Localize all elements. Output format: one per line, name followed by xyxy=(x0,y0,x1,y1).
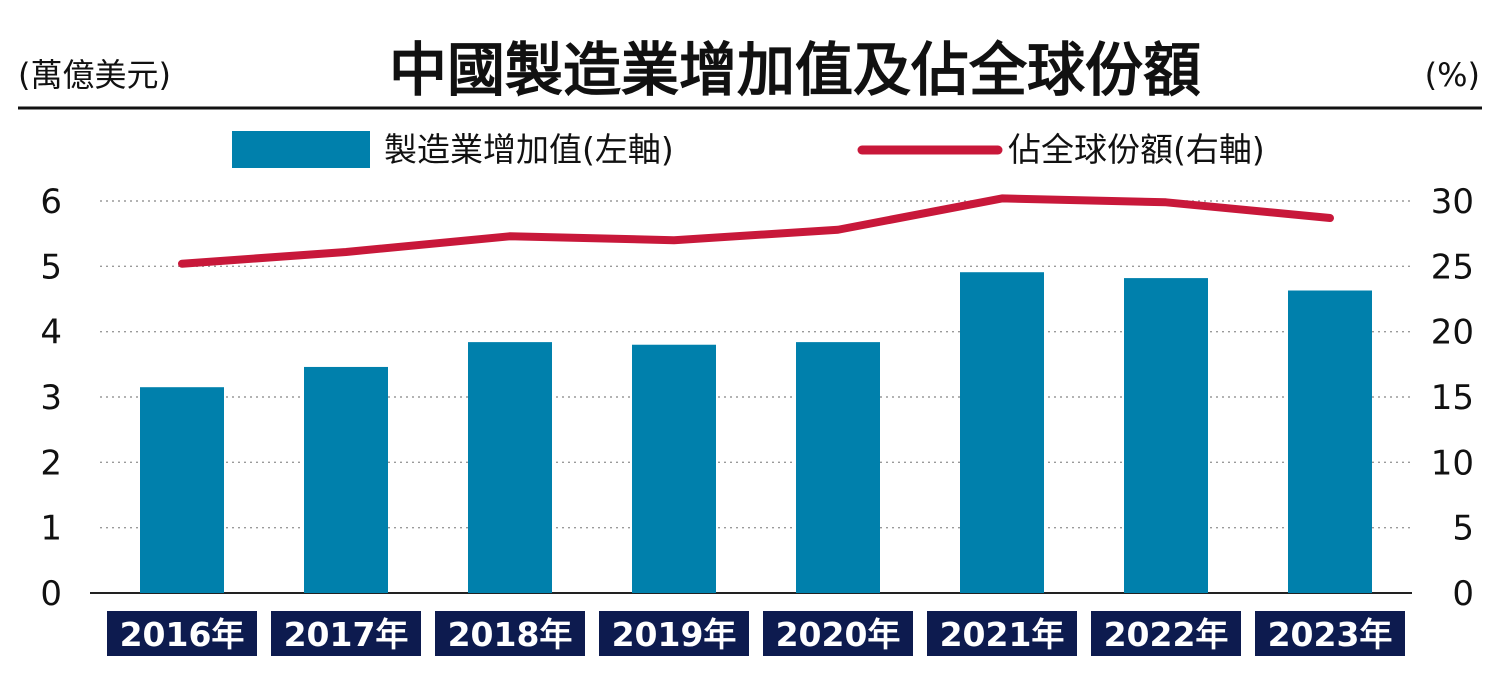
left-tick-label: 3 xyxy=(40,378,62,418)
category-label-bg xyxy=(107,611,257,656)
category-label-bg xyxy=(1255,611,1405,656)
right-tick-label: 10 xyxy=(1431,443,1474,483)
right-tick-label: 30 xyxy=(1431,182,1474,222)
category-label: 2017年 xyxy=(284,615,409,654)
bar xyxy=(1124,278,1208,593)
left-axis-ticks: 0 1 2 3 4 5 6 xyxy=(40,182,62,614)
category-label: 2023年 xyxy=(1268,615,1393,654)
share-line xyxy=(178,194,1334,268)
bar xyxy=(140,387,224,593)
line-point xyxy=(1001,197,1003,199)
category-label: 2021年 xyxy=(940,615,1065,654)
line-point xyxy=(837,229,839,231)
category-label-bg xyxy=(763,611,913,656)
left-axis-unit: (萬億美元) xyxy=(18,56,171,94)
left-tick-label: 6 xyxy=(40,182,62,222)
right-tick-label: 25 xyxy=(1431,247,1474,287)
legend-line-label: 佔全球份額(右軸) xyxy=(1008,130,1265,169)
right-tick-label: 20 xyxy=(1431,313,1474,353)
line-point xyxy=(181,263,183,265)
left-tick-label: 2 xyxy=(40,443,62,483)
legend: 製造業增加值(左軸) 佔全球份額(右軸) xyxy=(232,130,1265,169)
category-label: 2020年 xyxy=(776,615,901,654)
x-category-labels: 2016年 2017年 2018年 2019年 2020年 2021年 2022年 2023年 xyxy=(107,611,1405,656)
line-point xyxy=(509,235,511,237)
line-point xyxy=(1329,217,1331,219)
bar-series xyxy=(140,272,1372,593)
bar xyxy=(1288,290,1372,593)
bar xyxy=(632,344,716,593)
line-point xyxy=(1165,201,1167,203)
left-tick-label: 0 xyxy=(40,574,62,614)
bar xyxy=(304,366,388,593)
category-label: 2018年 xyxy=(448,615,573,654)
legend-bar-label: 製造業增加值(左軸) xyxy=(384,130,674,169)
right-axis-unit: (%) xyxy=(1425,56,1480,94)
category-label-bg xyxy=(271,611,421,656)
category-label-bg xyxy=(599,611,749,656)
left-tick-label: 4 xyxy=(40,313,62,353)
category-label: 2022年 xyxy=(1104,615,1229,654)
left-tick-label: 1 xyxy=(40,509,62,549)
legend-bar-swatch xyxy=(232,131,370,168)
left-tick-label: 5 xyxy=(40,247,62,287)
category-label-bg xyxy=(435,611,585,656)
right-tick-label: 5 xyxy=(1452,509,1474,549)
line-point xyxy=(673,239,675,241)
chart-title: 中國製造業增加值及佔全球份額 xyxy=(389,36,1201,104)
bar xyxy=(468,342,552,593)
right-tick-label: 0 xyxy=(1452,574,1474,614)
category-label-bg xyxy=(927,611,1077,656)
category-label: 2016年 xyxy=(120,615,245,654)
category-label: 2019年 xyxy=(612,615,737,654)
right-axis-ticks: 0 5 10 15 20 25 30 xyxy=(1431,182,1474,614)
bar xyxy=(960,272,1044,593)
line-series xyxy=(178,194,1334,268)
right-tick-label: 15 xyxy=(1431,378,1474,418)
bar xyxy=(796,342,880,593)
line-point xyxy=(345,251,347,253)
category-label-bg xyxy=(1091,611,1241,656)
